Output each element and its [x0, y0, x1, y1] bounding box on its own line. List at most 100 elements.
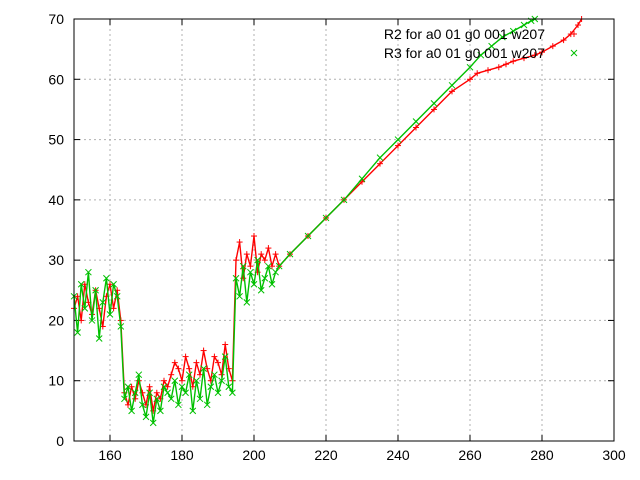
data-point — [107, 281, 113, 288]
data-point — [171, 377, 179, 385]
legend: R2 for a0 01 g0 001 w207 R3 for a0 01 g0 … — [384, 26, 578, 61]
data-point — [178, 383, 186, 391]
grid-lines — [74, 19, 614, 441]
data-point — [254, 256, 261, 264]
data-point — [520, 21, 528, 29]
data-point — [193, 377, 200, 385]
data-point — [193, 359, 200, 366]
legend-marker — [571, 31, 577, 37]
data-point — [149, 419, 157, 427]
data-point — [269, 263, 275, 270]
data-point — [272, 268, 279, 276]
data-point — [92, 286, 99, 294]
data-point — [218, 377, 225, 385]
data-point — [175, 401, 182, 409]
data-point — [168, 371, 175, 378]
data-point — [200, 365, 207, 373]
data-point — [164, 389, 171, 397]
y-tick-labels: 0 10 20 30 40 50 60 70 — [48, 11, 64, 449]
data-point — [448, 81, 456, 89]
data-point — [340, 196, 348, 204]
y-tick-label: 10 — [48, 373, 64, 389]
data-point — [304, 232, 312, 240]
data-point — [121, 395, 128, 403]
data-point — [74, 293, 81, 300]
data-point — [467, 76, 473, 83]
data-point — [272, 251, 279, 258]
data-point — [197, 371, 203, 378]
data-point — [77, 280, 85, 288]
data-point — [549, 43, 556, 50]
data-point — [265, 262, 272, 270]
data-point — [146, 383, 153, 390]
data-point — [275, 262, 283, 270]
data-point — [250, 280, 258, 288]
data-point — [521, 55, 527, 62]
data-point — [157, 407, 164, 415]
data-point — [113, 292, 121, 300]
x-tick-label: 180 — [170, 447, 194, 463]
data-point — [247, 268, 254, 276]
data-point — [211, 353, 218, 360]
data-point — [171, 359, 178, 366]
data-point — [207, 383, 215, 391]
y-tick-label: 60 — [48, 71, 64, 87]
data-point — [117, 323, 125, 330]
data-point — [257, 286, 265, 294]
data-point — [531, 52, 538, 59]
data-point — [499, 33, 506, 41]
data-point — [251, 233, 257, 240]
data-point — [211, 371, 218, 379]
data-point — [161, 377, 167, 384]
data-point — [196, 395, 204, 403]
data-point — [200, 347, 207, 354]
data-point — [128, 407, 135, 415]
series-r3 — [70, 15, 539, 427]
data-point — [85, 268, 92, 276]
plot-frame — [73, 18, 615, 442]
data-point — [229, 389, 236, 397]
data-point — [110, 280, 117, 288]
data-point — [477, 51, 485, 59]
data-point — [103, 274, 110, 282]
data-point — [395, 142, 401, 149]
data-point — [131, 389, 139, 397]
data-point — [261, 274, 269, 282]
data-point — [466, 63, 474, 71]
data-point — [239, 262, 247, 270]
data-point — [185, 371, 193, 379]
data-point — [560, 37, 567, 44]
y-tick-label: 0 — [56, 433, 64, 449]
data-point — [233, 257, 239, 264]
data-point — [81, 305, 89, 312]
data-point — [376, 154, 384, 162]
data-point — [268, 280, 276, 288]
data-point — [261, 257, 268, 264]
y-tick-label: 50 — [48, 132, 64, 148]
data-point — [430, 100, 438, 107]
data-point — [153, 389, 160, 396]
data-point — [236, 292, 243, 300]
data-point — [495, 64, 502, 71]
data-point — [132, 395, 139, 402]
data-point — [175, 365, 182, 372]
y-tick-label: 70 — [48, 11, 64, 27]
data-point — [110, 305, 117, 312]
data-point — [135, 371, 143, 379]
y-tick-label: 30 — [48, 252, 64, 268]
x-tick-labels: 160 180 200 220 240 260 280 300 — [98, 447, 626, 463]
plot-series — [70, 15, 585, 427]
x-tick-label: 220 — [314, 447, 338, 463]
legend-label: R2 for a0 01 g0 001 w207 — [384, 26, 545, 42]
data-point — [203, 401, 211, 409]
data-point — [286, 250, 294, 258]
data-point — [74, 329, 81, 336]
data-point — [394, 136, 402, 143]
data-point — [182, 353, 189, 360]
data-point — [164, 383, 171, 390]
data-point — [575, 22, 581, 29]
data-point — [449, 88, 455, 95]
data-point — [539, 49, 545, 56]
